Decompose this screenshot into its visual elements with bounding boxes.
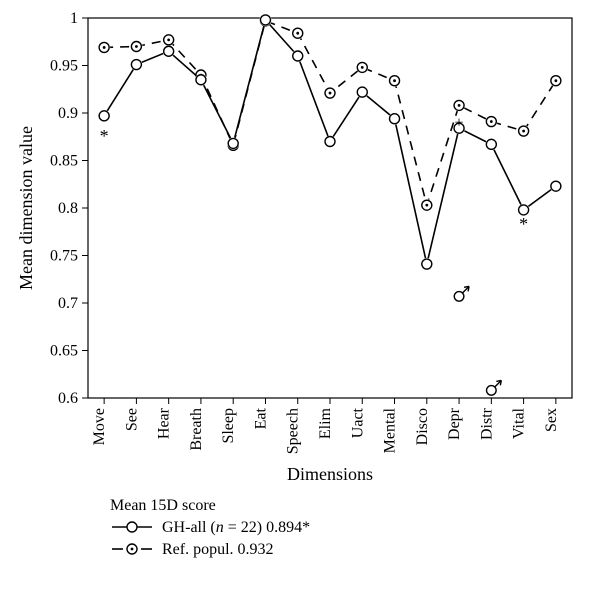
dimension-line-chart: 0.6 0.65 0.7 0.75 0.8 0.85 0.9 0.95 1 Move See Hear… [0, 0, 600, 593]
annotation: * [519, 214, 528, 234]
legend-item-label: GH-all (n = 22) 0.894* [162, 519, 310, 536]
x-tick-label: Speech [285, 408, 302, 454]
y-tick-label: 0.95 [50, 58, 78, 75]
series-marker-gh_all [228, 138, 238, 148]
legend-title: Mean 15D score [110, 497, 216, 514]
x-tick-label: Mental [382, 407, 399, 453]
y-tick-label: 0.85 [50, 153, 78, 170]
y-tick-label: 0.7 [58, 295, 78, 312]
y-tick-label: 0.9 [58, 105, 78, 122]
series-marker-gh_all [196, 75, 206, 85]
series-marker-gh_all [260, 15, 270, 25]
series-marker-gh_all [131, 60, 141, 70]
y-tick-label: 0.8 [58, 200, 78, 217]
y-axis-label: Mean dimension value [16, 126, 36, 290]
annotation: * [100, 126, 109, 146]
x-tick-label: Disco [414, 408, 431, 445]
series-marker-gh_all [357, 87, 367, 97]
legend-item-label: Ref. popul. 0.932 [162, 541, 274, 558]
y-tick-label: 0.65 [50, 343, 78, 360]
annotation: + [455, 115, 464, 132]
x-tick-label: Hear [156, 407, 173, 439]
x-tick-label: See [123, 408, 140, 431]
x-axis-label: Dimensions [287, 464, 373, 484]
series-marker-gh_all [325, 137, 335, 147]
series-marker-gh_all [99, 111, 109, 121]
series-marker-gh_all [390, 114, 400, 124]
x-tick-label: Eat [252, 407, 269, 429]
series-marker-gh_all [486, 139, 496, 149]
x-tick-label: Elim [317, 407, 334, 439]
x-tick-label: Distr [478, 407, 495, 440]
series-marker-gh_all [422, 259, 432, 269]
y-tick-label: 1 [70, 10, 78, 27]
x-tick-label: Move [91, 408, 108, 445]
y-tick-label: 0.75 [50, 248, 78, 265]
series-marker-gh_all [293, 51, 303, 61]
plot-frame [88, 18, 572, 398]
x-tick-label: Breath [188, 408, 205, 451]
x-tick-label: Sex [543, 408, 560, 432]
y-tick-label: 0.6 [58, 390, 78, 407]
x-tick-label: Sleep [220, 408, 237, 444]
series-marker-gh_all [551, 181, 561, 191]
x-tick-label: Uact [349, 407, 366, 438]
x-tick-label: Vital [511, 407, 528, 439]
series-marker-gh_all [164, 46, 174, 56]
x-tick-label: Depr [446, 407, 463, 440]
